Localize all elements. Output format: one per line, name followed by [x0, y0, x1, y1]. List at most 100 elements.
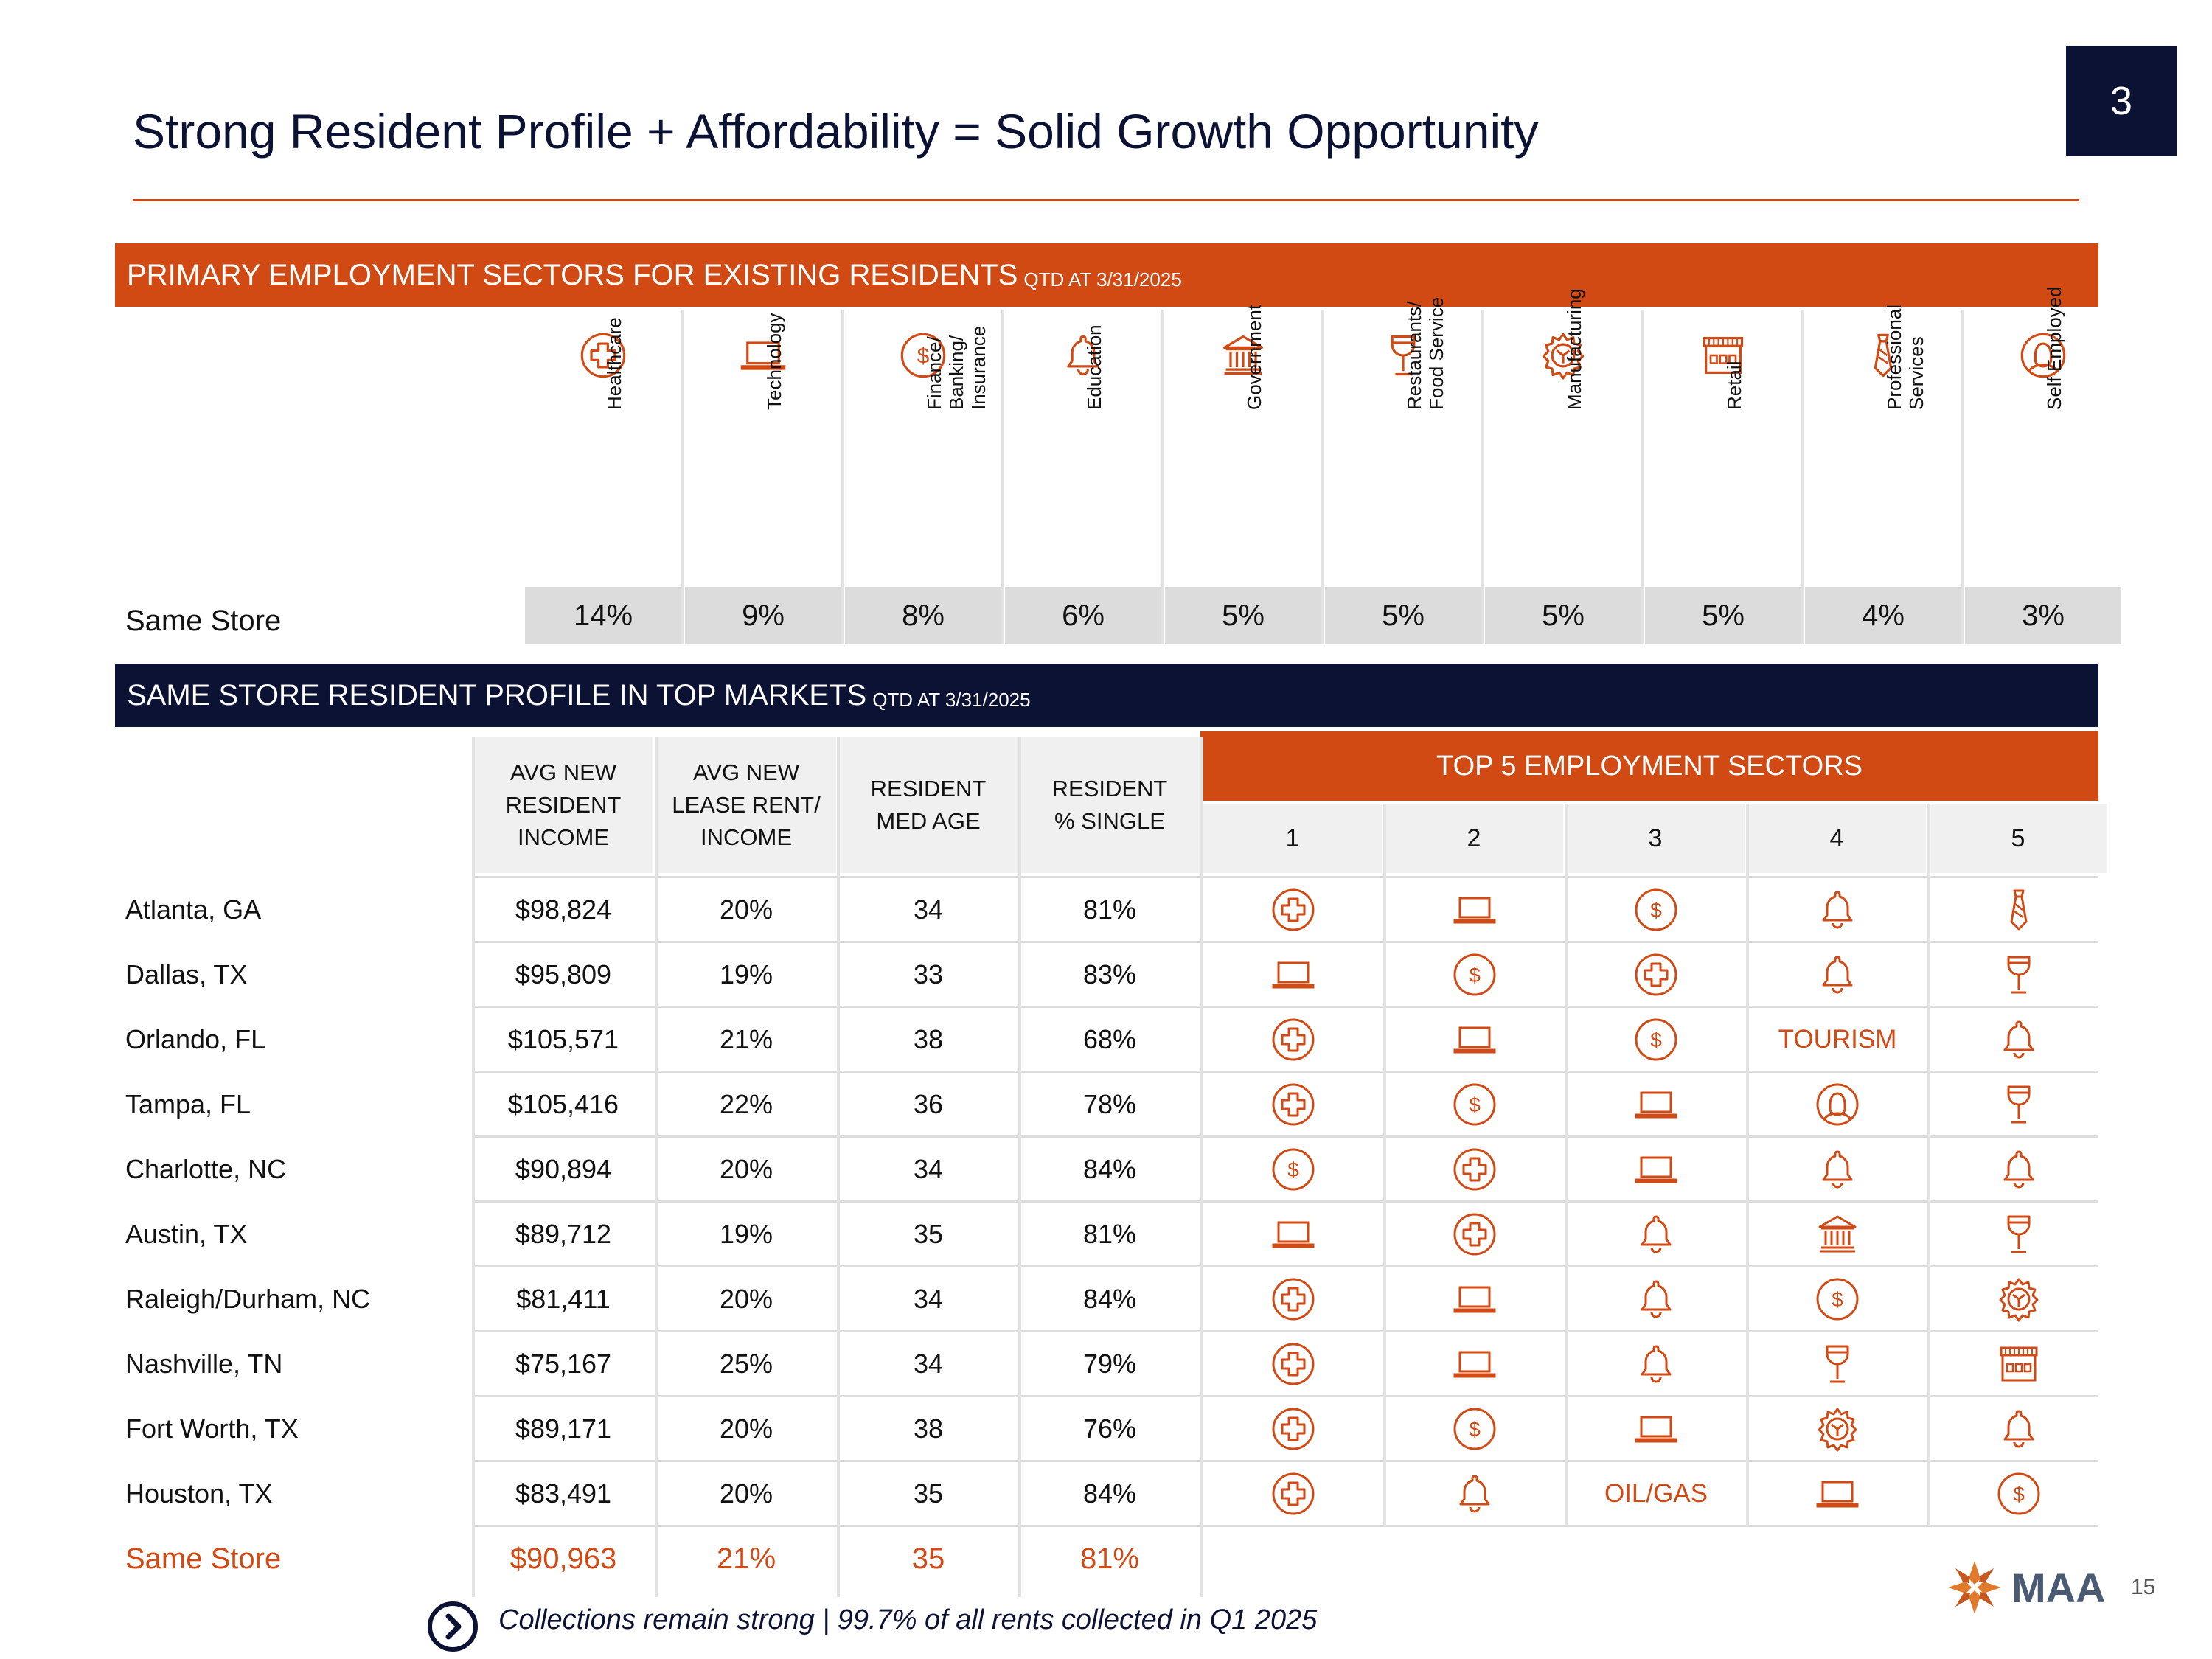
- top-sector-cell: $: [1929, 1461, 2109, 1526]
- market-income: $98,824: [515, 894, 612, 925]
- same-store-value: 8%: [845, 587, 1001, 644]
- sector-column: Technology: [685, 310, 841, 582]
- top-sector-cell: [1747, 1202, 1927, 1267]
- sector-label: Self Employed: [2043, 286, 2065, 410]
- table-row: Raleigh/Durham, NC $81,411 20% 34 84% $: [0, 1267, 2212, 1332]
- page-number: 15: [2131, 1575, 2156, 1599]
- top-sector-cell: [1747, 877, 1927, 942]
- laptop-icon: [1635, 1091, 1677, 1119]
- market-age: 34: [913, 1154, 944, 1184]
- top-sector-cell: $: [1747, 1267, 1927, 1332]
- market-single: 83%: [1082, 959, 1137, 990]
- market-rent-income: 25%: [719, 1349, 773, 1379]
- market-income: $83,491: [515, 1478, 612, 1509]
- sector-icon: [1058, 330, 1108, 380]
- top-sector-cell: [1747, 942, 1927, 1007]
- sector-icon: [1378, 330, 1428, 380]
- total-age: 35: [911, 1542, 945, 1575]
- market-name: Fort Worth, TX: [125, 1413, 299, 1444]
- bell-icon: [1641, 1345, 1672, 1383]
- table-row: Fort Worth, TX $89,171 20% 38 76% $: [0, 1397, 2212, 1461]
- market-income: $90,894: [515, 1154, 612, 1184]
- top-sector-cell: [1203, 877, 1383, 942]
- market-single: 84%: [1082, 1154, 1137, 1184]
- market-rent-income: 20%: [719, 1284, 773, 1314]
- market-income: $105,571: [507, 1024, 619, 1054]
- top-sector-cell: [1566, 1332, 1746, 1397]
- chevron-right-circle-icon: [428, 1601, 478, 1652]
- necktie-icon: [2010, 889, 2028, 931]
- laptop-icon: [1272, 1221, 1315, 1248]
- sector-label: Manufacturing: [1563, 288, 1585, 410]
- maa-starburst-icon: [1948, 1561, 2001, 1614]
- market-rent-income: 19%: [719, 959, 773, 990]
- sector-column: Education: [1005, 310, 1161, 582]
- table-row: Tampa, FL $105,416 22% 36 78% $: [0, 1072, 2212, 1137]
- row-divider: [473, 941, 2098, 943]
- market-income: $75,167: [515, 1349, 612, 1379]
- sector-label: Government: [1243, 304, 1265, 410]
- table-row: Houston, TX $83,491 20% 35 84% OIL/GAS $: [0, 1461, 2212, 1526]
- top5-sectors-header: TOP 5 EMPLOYMENT SECTORS: [1200, 731, 2098, 801]
- laptop-icon: [1453, 1351, 1496, 1378]
- medical-cross-icon: [1272, 1408, 1315, 1450]
- sector-column: Government: [1165, 305, 1321, 582]
- title-divider: [133, 199, 2079, 201]
- total-single: 81%: [1079, 1542, 1140, 1575]
- market-name: Orlando, FL: [125, 1024, 266, 1054]
- bell-icon: [1822, 891, 1853, 929]
- market-single: 76%: [1082, 1413, 1137, 1444]
- sector-icon: [578, 330, 628, 380]
- sector-column: Self Employed: [1965, 286, 2121, 582]
- top-sector-cell: [1566, 1202, 1746, 1267]
- government-building-icon: [1222, 335, 1264, 375]
- svg-text:$: $: [2013, 1483, 2025, 1506]
- column-separator: [472, 737, 475, 1597]
- market-age: 34: [913, 1284, 944, 1314]
- market-single: 78%: [1082, 1089, 1137, 1119]
- rank-header: 2: [1385, 804, 1563, 873]
- bell-icon: [2003, 1410, 2034, 1448]
- market-age: 36: [913, 1089, 944, 1119]
- row-divider: [473, 1460, 2098, 1462]
- svg-text:$: $: [1287, 1158, 1299, 1181]
- medical-cross-icon: [1272, 888, 1315, 931]
- market-income: $89,171: [515, 1413, 612, 1444]
- column-separator: [1200, 737, 1203, 1597]
- bell-icon: [1641, 1215, 1672, 1253]
- top-sector-cell: [1929, 1137, 2109, 1202]
- government-building-icon: [1818, 1215, 1857, 1253]
- market-rent-income: 20%: [719, 1478, 773, 1509]
- bell-icon: [1067, 335, 1099, 376]
- primary-sectors-banner: PRIMARY EMPLOYMENT SECTORS FOR EXISTING …: [115, 243, 2098, 307]
- bell-icon: [1822, 956, 1853, 994]
- top-sector-cell: $: [1385, 942, 1565, 1007]
- top-sector-cell: [1385, 1007, 1565, 1072]
- market-age: 33: [913, 959, 944, 990]
- profile-column-header: RESIDENT % SINGLE: [1020, 737, 1200, 873]
- sector-label: Retail: [1723, 361, 1745, 410]
- column-separator: [1321, 310, 1324, 644]
- sector-column: Healthcare: [525, 310, 681, 582]
- column-separator: [1927, 804, 1930, 1526]
- laptop-icon: [1453, 1286, 1496, 1313]
- medical-cross-icon: [1635, 953, 1677, 996]
- bell-icon: [1459, 1475, 1490, 1513]
- sector-icon: [738, 330, 788, 380]
- market-name: Dallas, TX: [125, 959, 248, 990]
- market-single: 84%: [1082, 1284, 1137, 1314]
- market-income: $89,712: [515, 1219, 612, 1249]
- svg-text:$: $: [1832, 1288, 1843, 1311]
- top-sector-cell: [1385, 1202, 1565, 1267]
- section-number-badge: 3: [2066, 46, 2177, 156]
- column-separator: [1161, 310, 1164, 644]
- svg-text:$: $: [1469, 1418, 1481, 1441]
- laptop-icon: [740, 341, 786, 370]
- market-name: Tampa, FL: [125, 1089, 251, 1119]
- market-name: Nashville, TN: [125, 1349, 283, 1379]
- same-store-label: Same Store: [125, 605, 282, 637]
- market-rent-income: 20%: [719, 1413, 773, 1444]
- medical-cross-icon: [580, 333, 626, 378]
- dollar-icon: $: [1453, 1083, 1496, 1126]
- person-icon: [1816, 1083, 1859, 1126]
